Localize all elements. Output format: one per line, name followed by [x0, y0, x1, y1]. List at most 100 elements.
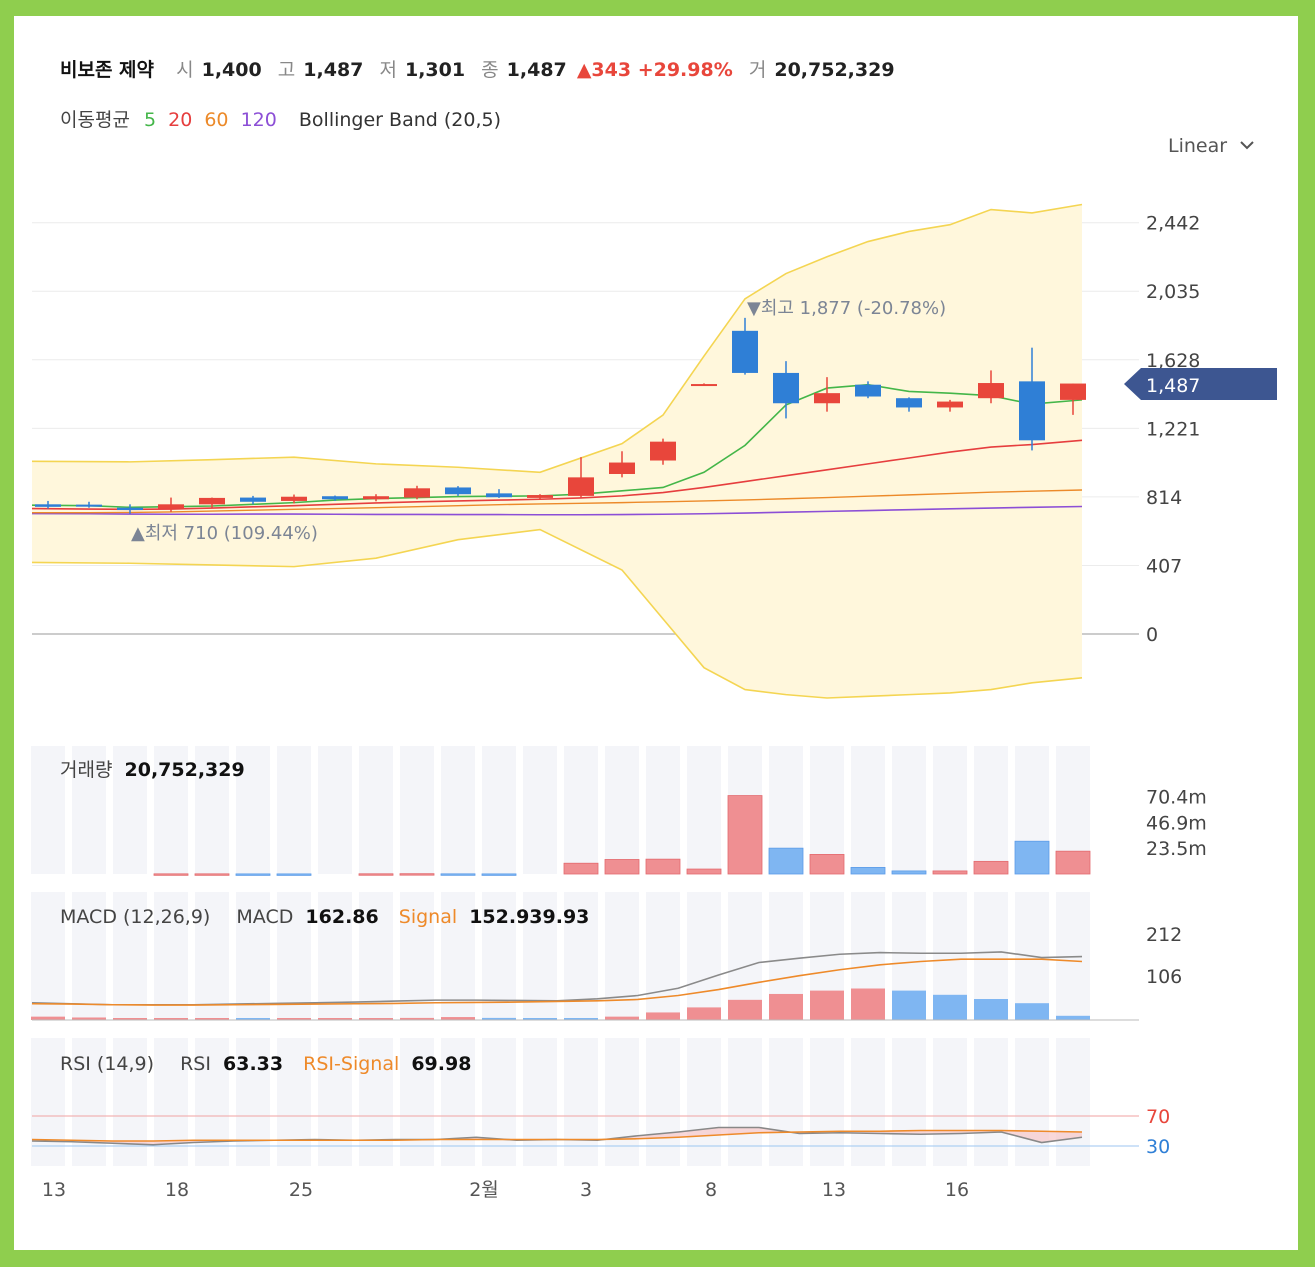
candle-down: [322, 496, 348, 500]
panel-column: [482, 892, 516, 1020]
ma20-legend: 20: [168, 109, 192, 131]
bollinger-band: [31, 203, 1083, 699]
x-tick-label: 18: [165, 1179, 189, 1201]
rsi-signal-label: RSI-Signal: [303, 1053, 399, 1075]
volume-panel-value: 20,752,329: [125, 759, 245, 781]
rsi-value: 63.33: [223, 1053, 283, 1075]
rsi-columns: [31, 1038, 1090, 1166]
high-value: 1,487: [303, 59, 363, 81]
panel-column: [605, 746, 639, 874]
macd-hist-bar: [564, 1018, 598, 1020]
panel-column: [441, 746, 475, 874]
candle-down: [732, 330, 758, 373]
panel-column: [318, 1038, 352, 1166]
volume-title-row: 거래량 20,752,329: [60, 759, 245, 781]
x-tick-label: 16: [945, 1179, 969, 1201]
panel-column: [441, 1038, 475, 1166]
ma-legend-label: 이동평균: [60, 109, 130, 131]
panel-column: [195, 1038, 229, 1166]
rsi-tick-label: 30: [1146, 1136, 1170, 1158]
rsi-title: RSI (14,9): [60, 1053, 154, 1075]
ma20-line: [31, 439, 1083, 511]
macd-hist-bar: [810, 990, 844, 1020]
ma60-legend: 60: [204, 109, 228, 131]
x-tick-label: 3: [580, 1179, 592, 1201]
macd-title: MACD (12,26,9): [60, 906, 210, 928]
volume-tick-label: 23.5m: [1146, 838, 1207, 860]
low-annotation: ▲최저 710 (109.44%): [131, 523, 318, 544]
macd-hist-bar: [728, 999, 762, 1020]
macd-tick-label: 212: [1146, 924, 1182, 946]
bollinger-lower-line: [31, 528, 1083, 699]
volume-label: 거: [749, 59, 766, 81]
rsi-title-row: RSI (14,9) RSI 63.33 RSI-Signal 69.98: [60, 1053, 471, 1075]
panel-column: [482, 1038, 516, 1166]
macd-hist-bar: [687, 1007, 721, 1020]
macd-hist-bar: [1056, 1015, 1090, 1020]
panel-column: [318, 892, 352, 1020]
panel-column: [154, 892, 188, 1020]
price-tick-label: 407: [1146, 555, 1182, 577]
panel-column: [851, 746, 885, 874]
candle-up: [158, 504, 184, 509]
panel-column: [400, 746, 434, 874]
x-tick-label: 13: [42, 1179, 66, 1201]
panel-column: [646, 892, 680, 1020]
volume-bar: [358, 873, 394, 876]
macd-hist-bar: [933, 994, 967, 1020]
panel-column: [523, 746, 557, 874]
x-tick-label: 25: [289, 1179, 313, 1201]
candle-down: [855, 384, 881, 397]
price-tick-label: 814: [1146, 487, 1182, 509]
candle-up: [609, 462, 635, 474]
current-price-tag-shape: [1124, 368, 1277, 400]
volume-tick-label: 70.4m: [1146, 787, 1207, 809]
price-tick-label: 2,035: [1146, 281, 1200, 303]
panel-column: [236, 746, 270, 874]
macd-hist-bar: [605, 1016, 639, 1020]
scale-dropdown[interactable]: Linear: [1168, 135, 1254, 157]
volume-title: 거래량: [60, 759, 112, 781]
x-axis: 13 18 25 2월 3 8 13 16: [42, 1179, 969, 1201]
panel-column: [482, 746, 516, 874]
macd-lines: [31, 951, 1139, 1021]
panel-column: [441, 892, 475, 1020]
panel-column: [605, 1038, 639, 1166]
macd-hist-bar: [482, 1017, 516, 1020]
volume-bar: [153, 873, 189, 876]
macd-histogram: [31, 988, 1090, 1020]
volume-bar: [850, 867, 886, 875]
macd-hist-bar: [113, 1018, 147, 1020]
x-tick-label: 13: [822, 1179, 846, 1201]
bollinger-upper-line: [31, 203, 1083, 474]
macd-hist-bar: [769, 993, 803, 1020]
high-annotation: ▼최고 1,877 (-20.78%): [747, 298, 946, 319]
panel-column: [974, 892, 1008, 1020]
ma5-line: [31, 383, 1083, 509]
chevron-down-icon[interactable]: [1240, 141, 1254, 150]
ma120-line: [31, 505, 1083, 516]
panel-column: [277, 1038, 311, 1166]
candle-down: [486, 493, 512, 498]
volume-bar: [891, 870, 927, 875]
macd-signal-line: [31, 958, 1083, 1006]
panel-column: [359, 746, 393, 874]
volume-bar: [481, 873, 517, 876]
volume-bar: [399, 873, 435, 876]
macd-hist-bar: [441, 1017, 475, 1020]
scale-dropdown-label[interactable]: Linear: [1168, 135, 1227, 157]
panel-column: [523, 892, 557, 1020]
candle-up: [650, 441, 676, 461]
ma-legend: 이동평균 5 20 60 120 Bollinger Band (20,5): [60, 109, 501, 131]
macd-hist-bar: [400, 1017, 434, 1020]
macd-hist-bar: [974, 999, 1008, 1020]
volume-bar: [727, 795, 763, 875]
panel-column: [687, 1038, 721, 1166]
volume-bar: [932, 870, 968, 875]
ma60-line: [32, 489, 1083, 514]
candle-down: [773, 372, 799, 404]
candle-down: [1019, 381, 1045, 441]
candle-up: [814, 393, 840, 404]
panel-column: [564, 746, 598, 874]
high-label: 고: [278, 59, 295, 81]
